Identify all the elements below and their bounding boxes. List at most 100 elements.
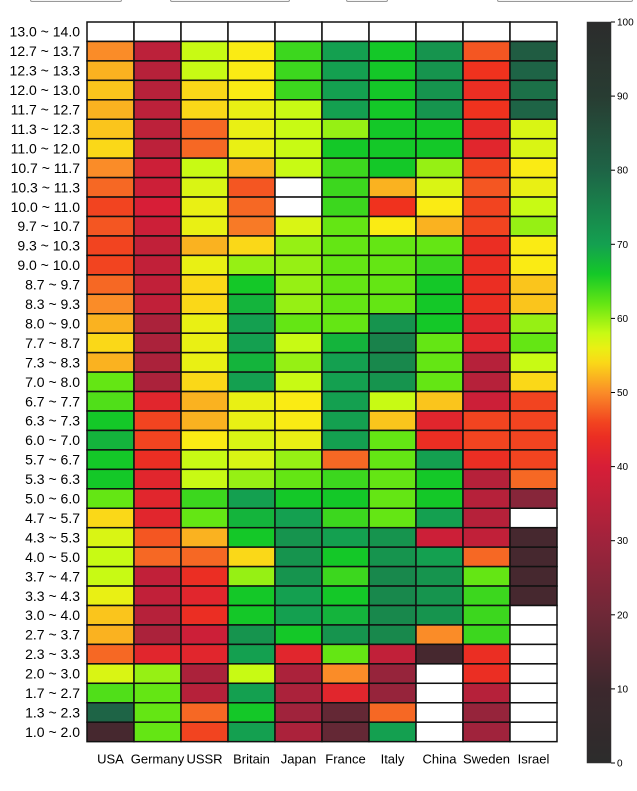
- y-tick-label: 12.7 ~ 13.7: [10, 43, 81, 59]
- heatmap-cell: [133, 157, 182, 179]
- dropdown-2[interactable]: [170, 0, 290, 2]
- heatmap-cell: [86, 682, 135, 704]
- heatmap-cell: [180, 137, 229, 159]
- colorbar-tick-label: 70: [617, 240, 629, 251]
- heatmap-cell: [321, 371, 370, 393]
- heatmap-cell: [180, 507, 229, 529]
- heatmap-cell: [462, 410, 511, 432]
- heatmap-cell: [133, 332, 182, 354]
- heatmap-cell: [368, 507, 417, 529]
- heatmap-cell: [368, 254, 417, 276]
- heatmap-cell: [180, 215, 229, 237]
- heatmap-cell: [133, 585, 182, 607]
- heatmap-cell: [227, 274, 276, 296]
- heatmap-cell: [415, 643, 464, 665]
- heatmap-cell: [321, 546, 370, 568]
- y-tick-label: 2.3 ~ 3.3: [25, 646, 80, 662]
- y-tick-label: 7.0 ~ 8.0: [25, 374, 80, 390]
- heatmap-cell: [415, 157, 464, 179]
- heatmap-cell: [133, 624, 182, 646]
- x-tick-label: France: [325, 752, 365, 767]
- heatmap-cell: [368, 60, 417, 82]
- heatmap-cell: [86, 332, 135, 354]
- heatmap-cell: [227, 196, 276, 218]
- heatmap-cell: [227, 488, 276, 509]
- heatmap-cell: [133, 721, 182, 743]
- heatmap-cell: [133, 663, 182, 685]
- heatmap-cell: [509, 137, 558, 159]
- dropdown-4[interactable]: [497, 0, 633, 2]
- heatmap-cell: [274, 721, 323, 743]
- heatmap-cell: [368, 643, 417, 665]
- heatmap-cell: [509, 79, 558, 101]
- heatmap-cell: [274, 332, 323, 354]
- dropdown-3[interactable]: [346, 0, 388, 2]
- heatmap-cell: [321, 488, 370, 509]
- heatmap-cell: [86, 449, 135, 471]
- heatmap-cell: [415, 410, 464, 432]
- heatmap-cell: [227, 585, 276, 607]
- heatmap-cell: [415, 682, 464, 704]
- heatmap-cell: [415, 702, 464, 723]
- y-tick-label: 11.0 ~ 12.0: [11, 140, 81, 156]
- heatmap-cell: [462, 313, 511, 334]
- heatmap-cell: [509, 585, 558, 607]
- heatmap-cell: [415, 274, 464, 296]
- heatmap-cell: [415, 235, 464, 257]
- heatmap-cell: [133, 176, 182, 198]
- heatmap-cell: [368, 526, 417, 548]
- heatmap-cell: [86, 176, 135, 198]
- heatmap-cell: [180, 565, 229, 587]
- heatmap-cell: [462, 157, 511, 179]
- heatmap-cell: [462, 585, 511, 607]
- y-tick-label: 9.0 ~ 10.0: [17, 257, 80, 273]
- heatmap-cell: [227, 99, 276, 121]
- heatmap-cell: [274, 663, 323, 685]
- heatmap-cell: [227, 449, 276, 471]
- heatmap-cell: [133, 79, 182, 101]
- dropdown-1[interactable]: [30, 0, 122, 2]
- heatmap-cell: [133, 235, 182, 257]
- x-tick-label: Germany: [131, 752, 185, 767]
- heatmap-cell: [274, 604, 323, 626]
- y-tick-label: 7.3 ~ 8.3: [25, 354, 80, 370]
- heatmap-cell: [462, 682, 511, 704]
- heatmap-cell: [133, 565, 182, 587]
- heatmap-cell: [86, 196, 135, 218]
- y-tick-label: 10.7 ~ 11.7: [11, 160, 81, 176]
- heatmap-cell: [368, 449, 417, 471]
- heatmap-cell: [321, 663, 370, 685]
- heatmap-cell: [321, 624, 370, 646]
- heatmap-cell: [509, 40, 558, 62]
- heatmap-cell: [415, 60, 464, 82]
- heatmap-cell: [227, 410, 276, 432]
- heatmap-cell: [368, 196, 417, 218]
- heatmap-cell: [180, 40, 229, 62]
- heatmap-cell: [462, 371, 511, 393]
- heatmap-cell: [274, 235, 323, 257]
- heatmap-cell: [462, 721, 511, 743]
- heatmap-cell: [86, 643, 135, 665]
- y-tick-label: 6.3 ~ 7.3: [25, 413, 80, 429]
- heatmap-cell: [274, 643, 323, 665]
- heatmap-cell: [415, 507, 464, 529]
- heatmap-cell: [368, 410, 417, 432]
- heatmap-cell: [274, 196, 323, 218]
- heatmap-cell: [415, 429, 464, 451]
- heatmap-cell: [180, 410, 229, 432]
- heatmap-cell: [274, 118, 323, 140]
- heatmap-cell: [462, 293, 511, 315]
- heatmap-cell: [368, 702, 417, 723]
- heatmap-cell: [462, 137, 511, 159]
- heatmap-cell: [180, 274, 229, 296]
- heatmap-cell: [133, 99, 182, 121]
- heatmap-cell: [509, 390, 558, 412]
- y-tick-label: 3.0 ~ 4.0: [25, 607, 80, 623]
- heatmap-cell: [462, 449, 511, 471]
- heatmap-cell: [368, 468, 417, 490]
- heatmap-cell: [415, 663, 464, 685]
- heatmap-cell: [180, 176, 229, 198]
- heatmap-cell: [86, 118, 135, 140]
- heatmap-cell: [509, 293, 558, 315]
- heatmap-cell: [133, 468, 182, 490]
